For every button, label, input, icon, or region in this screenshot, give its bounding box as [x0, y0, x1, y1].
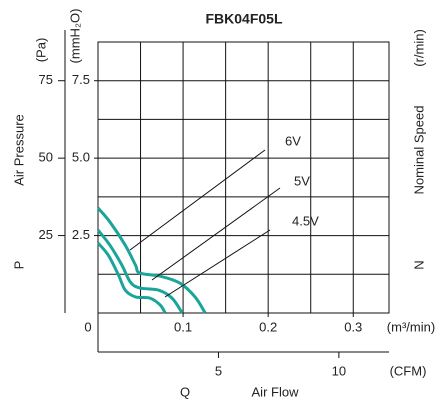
curve [96, 242, 167, 314]
x-symbol: Q [180, 384, 190, 399]
y2-tick-label: 75 [39, 72, 53, 87]
x-tick-label: 0.2 [259, 319, 277, 334]
x-unit: (m³/min) [387, 319, 435, 334]
leader-line [151, 187, 281, 281]
x2-unit: (CFM) [390, 363, 427, 378]
chart-title: FBK04F05L [205, 11, 282, 27]
y-label: Air Pressure [11, 114, 26, 186]
x2-tick-label: 10 [332, 363, 346, 378]
series-label: 4.5V [292, 213, 319, 228]
y2-unit: (Pa) [33, 38, 48, 63]
y3-symbol: N [411, 260, 426, 269]
y-unit: (mmH₂O) [67, 9, 82, 64]
x-tick-label: 0.1 [174, 319, 192, 334]
x2-tick-label: 5 [215, 363, 222, 378]
series-label: 6V [285, 133, 301, 148]
plot-frame [97, 41, 390, 314]
y-tick-label: 7.5 [72, 72, 90, 87]
y-tick-label: 2.5 [72, 227, 90, 242]
x-tick-label: 0 [84, 319, 91, 334]
leader-line [164, 229, 271, 298]
y2-tick-label: 25 [39, 227, 53, 242]
y-tick-label: 5.0 [72, 150, 90, 165]
y-symbol: P [11, 261, 26, 270]
y3-unit: (r/min) [411, 29, 426, 67]
curve [96, 207, 207, 314]
x-tick-label: 0.3 [344, 319, 362, 334]
curve [96, 229, 184, 314]
series-label: 5V [294, 173, 310, 188]
y3-label: Nominal Speed [411, 106, 426, 195]
x-label: Air Flow [252, 384, 300, 399]
leader-line [129, 149, 266, 251]
y2-tick-label: 50 [39, 150, 53, 165]
